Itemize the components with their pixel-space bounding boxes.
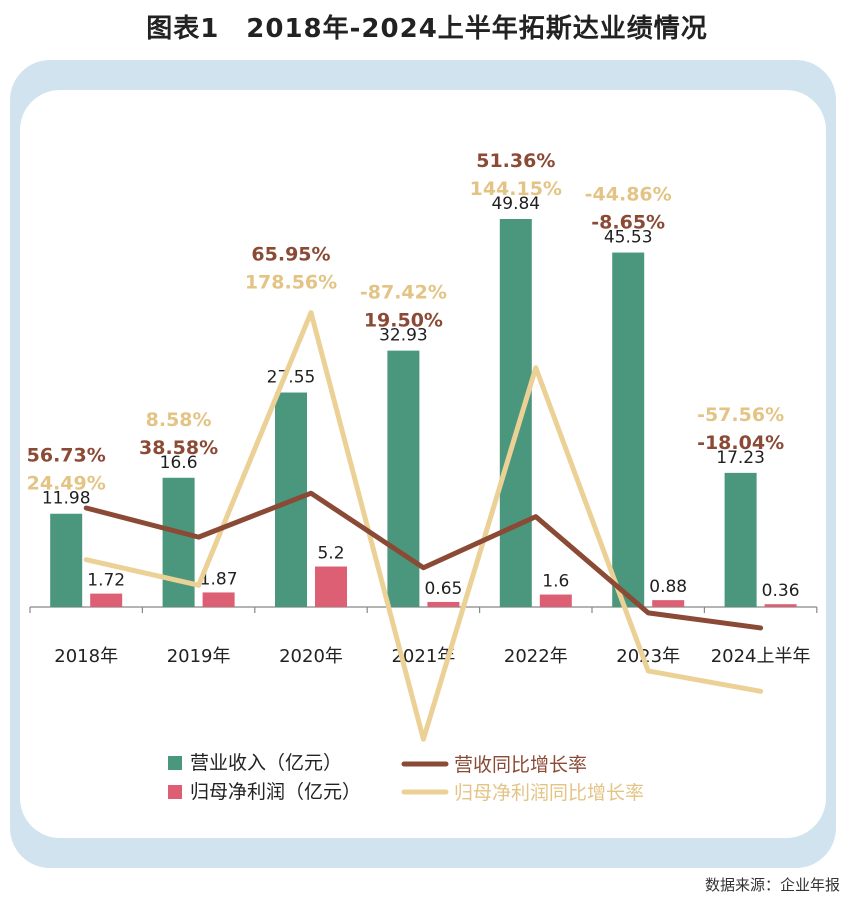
x-tick-label: 2020年	[279, 646, 343, 667]
x-tick-label: 2024上半年	[711, 646, 811, 667]
profit-value-label: 1.87	[200, 569, 238, 589]
x-tick-label: 2023年	[616, 646, 680, 667]
x-tick-label: 2022年	[504, 646, 568, 667]
profit-growth-label: 24.49%	[27, 473, 106, 495]
revenue-bar	[162, 477, 195, 607]
profit-value-label: 1.72	[87, 571, 125, 591]
revenue-growth-label: 51.36%	[476, 150, 555, 172]
legend-revenue-label: 营业收入（亿元）	[190, 752, 342, 774]
profit-bar	[202, 592, 235, 607]
legend-revenue-swatch	[168, 756, 182, 770]
profit-growth-line	[83, 310, 764, 742]
legend-profit-label: 归母净利润（亿元）	[190, 781, 361, 803]
profit-value-label: 5.2	[317, 544, 344, 564]
profit-value-label: 1.6	[542, 572, 569, 592]
profit-value-label: 0.88	[649, 577, 687, 597]
revenue-growth-label: 65.95%	[251, 244, 330, 266]
revenue-bar	[499, 219, 532, 607]
revenue-growth-label: -8.65%	[591, 212, 665, 234]
revenue-growth-label: -18.04%	[697, 432, 784, 454]
profit-bar	[764, 604, 797, 607]
chart-panel	[20, 90, 826, 838]
x-tick-label: 2018年	[54, 646, 118, 667]
profit-bar	[539, 594, 572, 607]
profit-growth-label: 8.58%	[146, 409, 212, 431]
revenue-value-label: 49.84	[491, 194, 540, 214]
revenue-growth-label: 19.50%	[364, 310, 443, 332]
profit-value-label: 0.65	[424, 579, 462, 599]
profit-growth-label: 178.56%	[245, 272, 337, 294]
revenue-value-label: 16.6	[160, 453, 198, 473]
legend-revenue-growth-label: 营收同比增长率	[454, 754, 587, 776]
profit-bar	[427, 601, 460, 607]
source-note: 数据来源：企业年报	[704, 876, 840, 894]
revenue-value-label: 45.53	[604, 228, 653, 248]
revenue-value-label: 27.55	[267, 368, 316, 388]
revenue-bar	[387, 350, 420, 607]
revenue-growth-label: 56.73%	[27, 445, 106, 467]
revenue-bar	[724, 472, 757, 607]
x-tick-label: 2021年	[391, 646, 455, 667]
revenue-bar	[50, 513, 83, 607]
legend-profit-growth-label: 归母净利润同比增长率	[454, 782, 644, 804]
revenue-bar	[612, 252, 645, 607]
revenue-value-label: 11.98	[42, 489, 91, 509]
profit-growth-label: -44.86%	[585, 184, 672, 206]
x-tick-label: 2019年	[167, 646, 231, 667]
profit-growth-label: -87.42%	[360, 282, 447, 304]
revenue-growth-label: 38.58%	[139, 437, 218, 459]
profit-bar	[90, 593, 123, 607]
legend-profit-swatch	[168, 785, 182, 799]
profit-growth-label: -57.56%	[697, 404, 784, 426]
profit-growth-label: 144.15%	[470, 178, 562, 200]
revenue-value-label: 32.93	[379, 326, 428, 346]
profit-bar	[315, 566, 347, 607]
revenue-growth-line	[83, 490, 764, 631]
chart-title: 图表1 2018年-2024上半年拓斯达业绩情况	[146, 14, 708, 44]
profit-value-label: 0.36	[762, 581, 800, 601]
revenue-value-label: 17.23	[716, 448, 765, 468]
profit-bar	[652, 600, 685, 607]
